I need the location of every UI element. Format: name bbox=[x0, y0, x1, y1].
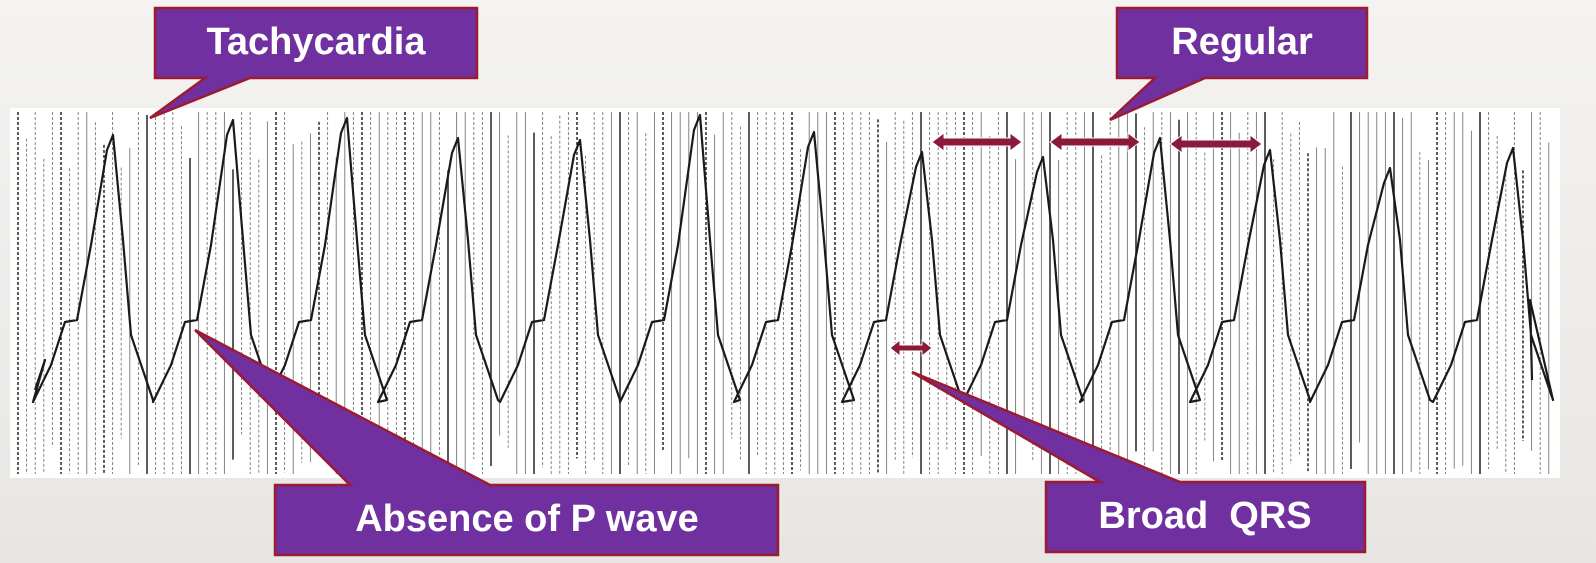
callout-label: Tachycardia bbox=[207, 21, 427, 63]
ecg-strip bbox=[10, 108, 1560, 478]
callout-label: Absence of P wave bbox=[355, 498, 699, 540]
callout-label: Regular bbox=[1171, 21, 1313, 63]
ecg-diagram: Tachycardia Regular Absence of P wave Br… bbox=[0, 0, 1596, 563]
callout-tachycardia: Tachycardia bbox=[150, 8, 477, 118]
page: Tachycardia Regular Absence of P wave Br… bbox=[0, 0, 1596, 563]
callout-label: Broad QRS bbox=[1098, 495, 1311, 537]
callout-regular: Regular bbox=[1110, 8, 1367, 120]
